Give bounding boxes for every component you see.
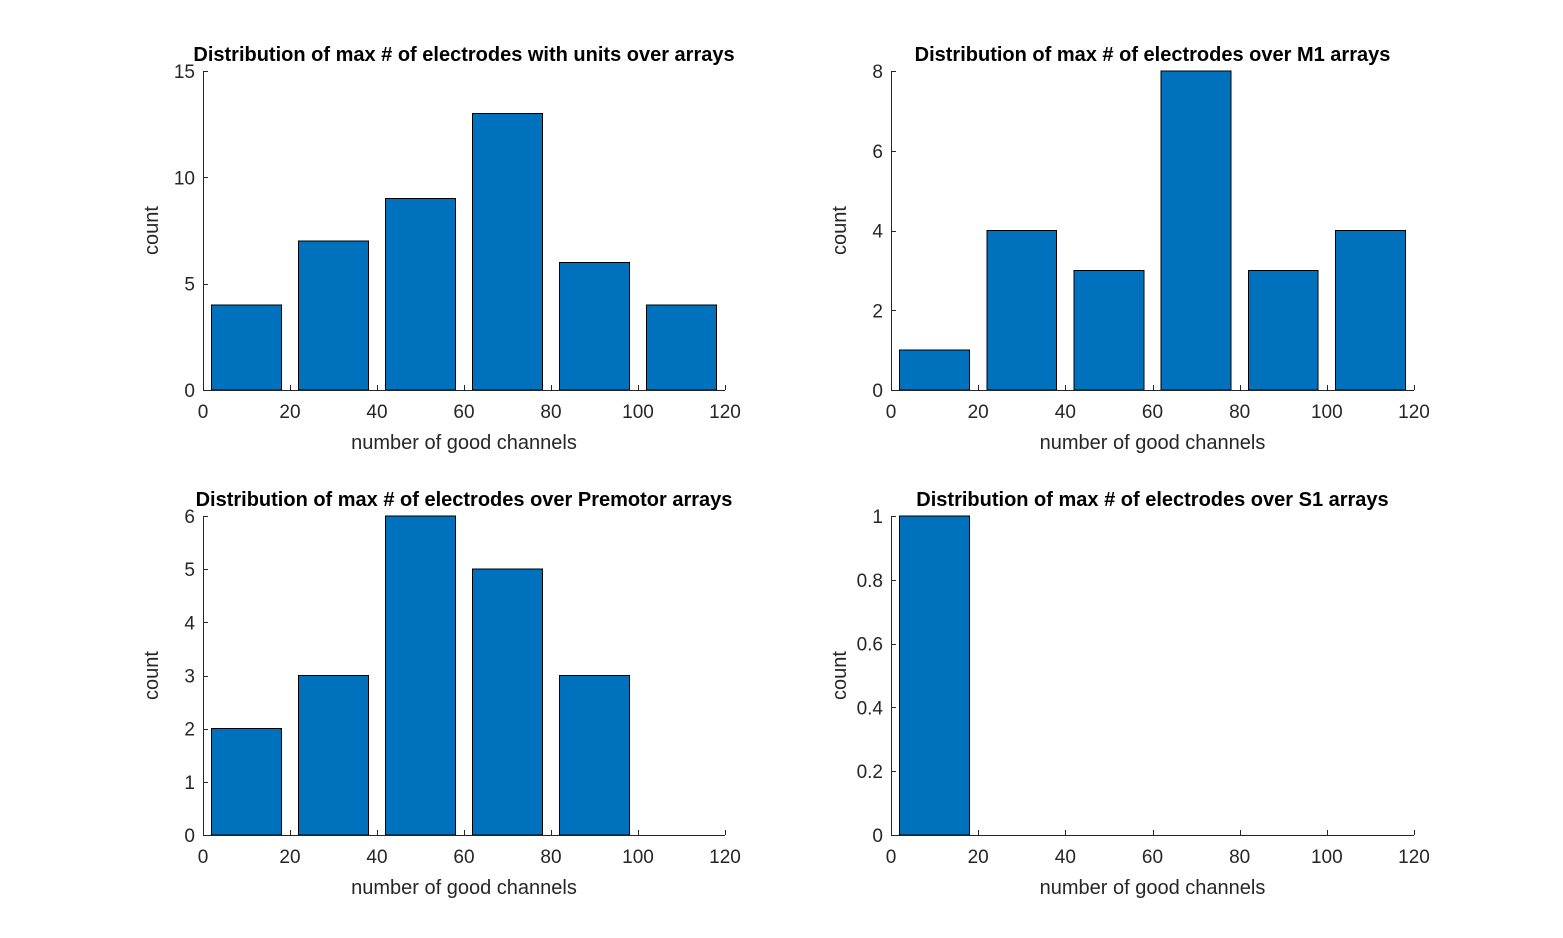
bar [472, 113, 543, 391]
y-tick-label: 0 [184, 381, 195, 402]
y-tick-label: 1 [872, 507, 883, 528]
y-axis-label: count [829, 651, 851, 700]
bar [559, 675, 630, 836]
x-tick-label: 0 [198, 402, 209, 423]
y-tick-label: 1 [184, 773, 195, 794]
x-tick-label: 40 [366, 847, 387, 868]
y-tick-label: 0 [184, 826, 195, 847]
x-axis-label: number of good channels [351, 432, 577, 454]
y-tick-label: 0.6 [857, 635, 883, 656]
x-tick-label: 120 [1398, 402, 1430, 423]
y-tick-label: 0 [872, 826, 883, 847]
y-tick-label: 5 [184, 560, 195, 581]
y-tick-label: 15 [174, 62, 195, 83]
x-tick-label: 0 [886, 847, 897, 868]
x-tick-label: 60 [1142, 847, 1163, 868]
bar [1160, 70, 1232, 391]
chart-title: Distribution of max # of electrodes with… [193, 44, 734, 66]
x-tick-label: 120 [1398, 847, 1430, 868]
x-tick-label: 60 [453, 847, 474, 868]
x-tick-label: 80 [540, 402, 561, 423]
x-tick-label: 20 [279, 847, 300, 868]
x-tick-label: 120 [709, 847, 741, 868]
bar [899, 515, 970, 836]
y-tick-label: 0 [872, 381, 883, 402]
bar [298, 240, 369, 391]
y-tick-label: 6 [872, 142, 883, 163]
x-tick-label: 60 [453, 402, 474, 423]
x-axis-label: number of good channels [351, 877, 577, 899]
x-tick-label: 100 [622, 402, 654, 423]
x-tick-label: 0 [198, 847, 209, 868]
x-tick-label: 20 [968, 402, 989, 423]
x-tick-label: 20 [279, 402, 300, 423]
bar [1335, 230, 1406, 391]
x-tick-label: 100 [1311, 402, 1343, 423]
y-tick-label: 10 [174, 168, 195, 189]
y-tick-label: 0.2 [857, 762, 883, 783]
bar [1073, 269, 1145, 391]
y-axis-label: count [141, 206, 163, 255]
y-tick-label: 8 [872, 62, 883, 83]
y-tick-label: 2 [872, 301, 883, 322]
bar [385, 515, 456, 836]
bar [211, 728, 282, 836]
x-tick-label: 100 [1311, 847, 1343, 868]
y-tick-label: 3 [184, 667, 195, 688]
y-tick-label: 4 [872, 222, 883, 243]
y-axis-label: count [141, 651, 163, 700]
y-axis-label: count [829, 206, 851, 255]
x-tick-label: 120 [709, 402, 741, 423]
bar [472, 568, 543, 836]
x-tick-label: 60 [1142, 402, 1163, 423]
x-tick-label: 40 [1055, 847, 1076, 868]
y-tick-label: 6 [184, 507, 195, 528]
x-axis-label: number of good channels [1040, 877, 1266, 899]
chart-4: 0 20 40 60 80 100 120 0 0.2 0.4 0.6 0.8 1 Distributio… [829, 489, 1430, 899]
chart-title: Distribution of max # of electrodes over… [915, 44, 1391, 66]
bar [899, 349, 970, 391]
bar [1247, 269, 1319, 391]
y-tick-label: 0.8 [857, 571, 883, 592]
chart-title: Distribution of max # of electrodes over… [196, 489, 733, 511]
x-tick-label: 80 [540, 847, 561, 868]
x-tick-label: 20 [968, 847, 989, 868]
bar [298, 675, 369, 836]
x-tick-label: 100 [622, 847, 654, 868]
x-tick-label: 80 [1229, 402, 1250, 423]
y-tick-label: 0.4 [857, 698, 884, 719]
x-tick-label: 80 [1229, 847, 1250, 868]
y-tick-label: 2 [184, 720, 195, 741]
bar [385, 198, 456, 391]
bar [986, 230, 1058, 391]
x-tick-label: 40 [1055, 402, 1076, 423]
y-tick-label: 5 [184, 275, 195, 296]
chart-title: Distribution of max # of electrodes over… [916, 489, 1388, 511]
x-tick-label: 40 [366, 402, 387, 423]
bar [646, 304, 717, 391]
x-tick-label: 0 [886, 402, 897, 423]
x-axis-label: number of good channels [1040, 432, 1266, 454]
chart-2: 0 20 40 60 80 100 120 0 2 4 6 8 Distribution of max … [829, 44, 1430, 454]
bar [559, 261, 630, 391]
bar [211, 304, 282, 391]
y-tick-label: 4 [184, 613, 195, 634]
